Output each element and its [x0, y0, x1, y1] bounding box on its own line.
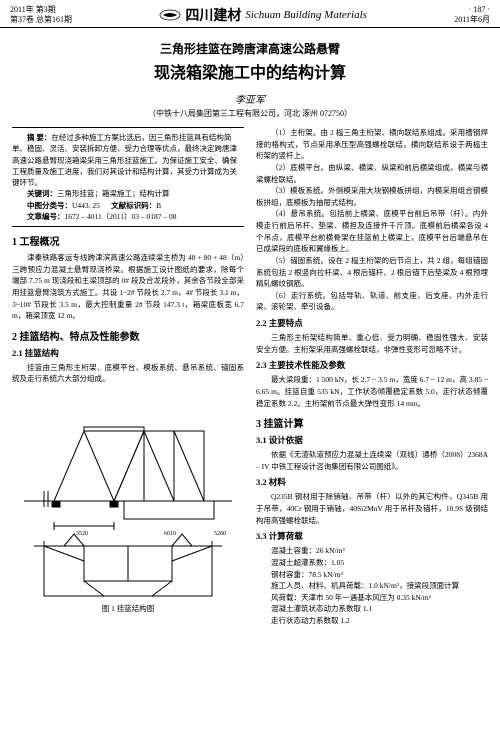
section-2-1-p: 挂篮由三角形主桁架、底模平台、模板系统、悬吊系统、锚固系统及走行系统六大部分组成… [12, 362, 244, 385]
load-5: 风荷载：天津市 50 年一遇基本风压为 0.35 kN/m² [256, 592, 488, 604]
author: 李亚军 [0, 91, 500, 106]
article-id-line: 文章编号：1672 – 4011（2011）03 – 0187 – 08 [12, 211, 244, 222]
right-column: （1）主桁架。由 2 榀三角主桁架、横向联结系组成。采用槽钢焊接的格构式，节点采… [256, 127, 488, 627]
subsection-2-2-heading: 2.2 主要特点 [256, 317, 488, 329]
clc-value: U443. 25 [72, 201, 100, 210]
article-id-value: 1672 – 4011（2011）03 – 0187 – 08 [65, 212, 177, 221]
keywords-label: 关键词： [27, 189, 57, 198]
page-number: · 187 · [454, 5, 490, 15]
section-3-1-p: 依据《无渣轨道预应力混凝土连续梁（双线）通桥（2008）2368A – IV 中… [256, 449, 488, 472]
item-4: （4）悬吊系统。包括前上横梁、底模平台前后吊带（杆）。内外模走行前后吊杆、垫梁、… [256, 208, 488, 255]
doc-code-value: B [156, 201, 161, 210]
abstract-block: 摘 要：在经过多种施工方案比选后，因三角形挂篮具有结构简单、稳固、灵活、安装拆卸… [12, 127, 244, 227]
header-date: 2011年6月 [454, 15, 490, 25]
figure-1-caption: 图 1 挂篮结构图 [12, 603, 244, 614]
load-3: 钢材容重：78.5 kN/m³ [256, 569, 488, 581]
volume: 第37卷 总第161期 [10, 15, 72, 25]
subsection-2-3-heading: 2.3 主要技术性能及参数 [256, 359, 488, 371]
header-right: · 187 · 2011年6月 [454, 5, 490, 24]
load-7: 走行状态动力系数取 1.2 [256, 615, 488, 627]
two-column-layout: 摘 要：在经过多种施工方案比选后，因三角形挂篮具有结构简单、稳固、灵活、安装拆卸… [0, 127, 500, 627]
figure-1: 3520 6010 5280 [12, 391, 244, 614]
section-2-2-p: 三角形主桁架结构简单、重心低、受力明确、稳固性强大、安装安全方便。主桁架采用高强… [256, 332, 488, 355]
item-3: （3）模板系统。外侧模采用大块钢模板拼组，内模采用组合钢模板拼组，底模板为抽屉式… [256, 185, 488, 208]
section-2-3-p: 最大梁段重：1 500 kN，长 2.7 ~ 3.5 m，宽度 6.7 ~ 12… [256, 374, 488, 409]
keywords-text: 三角形挂篮；箱梁施工；结构计算 [57, 189, 170, 198]
left-column: 摘 要：在经过多种施工方案比选后，因三角形挂篮具有结构简单、稳固、灵活、安装拆卸… [12, 127, 244, 627]
title-line2: 现浇箱梁施工中的结构计算 [0, 59, 500, 83]
doc-code-label: 文献标识码： [111, 201, 156, 210]
abstract-label: 摘 要： [27, 133, 51, 142]
title-line1: 三角形挂篮在跨唐津高速公路悬臂 [0, 40, 500, 57]
item-6: （6）走行系统。包括导轨、轨道、前支座、后支座、内外走行梁、滚轮架、牵引设备。 [256, 290, 488, 313]
abstract-text: 摘 要：在经过多种施工方案比选后，因三角形挂篮具有结构简单、稳固、灵活、安装拆卸… [12, 132, 244, 188]
subsection-3-3-heading: 3.3 计算荷载 [256, 530, 488, 542]
header-left: 2011年 第3期 第37卷 总第161期 [10, 5, 72, 24]
item-2: （2）底模平台。由纵梁、横梁、纵梁和前后横梁组成，横梁与横梁螺栓联结。 [256, 162, 488, 185]
subsection-2-1-heading: 2.1 挂篮结构 [12, 347, 244, 359]
load-2: 混凝土超灌系数：1.05 [256, 557, 488, 569]
svg-text:3520: 3520 [76, 531, 88, 537]
load-1: 混凝土容重：26 kN/m³ [256, 545, 488, 557]
section-3-2-p: Q235B 钢材用于除销轴、吊带（杆）以外的其它构件，Q345B 用于吊带，40… [256, 491, 488, 526]
year-issue: 2011年 第3期 [10, 5, 72, 15]
journal-name-cn: 四川建材 [185, 5, 241, 25]
article-id-label: 文章编号： [27, 212, 65, 221]
journal-logo-icon [159, 8, 181, 22]
page-header: 2011年 第3期 第37卷 总第161期 四川建材 Sichuan Build… [0, 0, 500, 28]
svg-text:5280: 5280 [214, 531, 226, 537]
item-1: （1）主桁架。由 2 榀三角主桁架、横向联结系组成。采用槽钢焊接的格构式，节点采… [256, 127, 488, 162]
figure-1-svg: 3520 6010 5280 [14, 391, 242, 601]
section-1-p1: 津秦铁路客运专线跨津滨高速公路连续梁主桥为 48 + 80 + 48（m）三跨预… [12, 252, 244, 322]
section-3-heading: 3 挂篮计算 [256, 415, 488, 430]
keywords-line: 关键词：三角形挂篮；箱梁施工；结构计算 [12, 188, 244, 199]
classification-line: 中图分类号：U443. 25 文献标识码：B [12, 200, 244, 211]
svg-text:6010: 6010 [164, 531, 176, 537]
section-2-heading: 2 挂篮结构、特点及性能参数 [12, 328, 244, 343]
journal-name-en: Sichuan Building Materials [245, 9, 367, 21]
item-5: （5）锚固系统。设在 2 榀主桁架的后节点上，共 2 组，每组锚固系统包括 2 … [256, 255, 488, 290]
subsection-3-1-heading: 3.1 设计依据 [256, 434, 488, 446]
load-4: 施工人员、材料、机具荷载：1.0 kN/m²，接梁段顶面计算 [256, 580, 488, 592]
title-block: 三角形挂篮在跨唐津高速公路悬臂 现浇箱梁施工中的结构计算 李亚军 （中铁十八局集… [0, 40, 500, 119]
section-1-heading: 1 工程概况 [12, 233, 244, 248]
load-6: 混凝土灌筑状态动力系数取 1.1 [256, 603, 488, 615]
affiliation: （中铁十八局集团第三工程有限公司，河北 涿州 072750） [0, 108, 500, 119]
clc-label: 中图分类号： [27, 201, 72, 210]
header-center: 四川建材 Sichuan Building Materials [159, 5, 367, 25]
subsection-3-2-heading: 3.2 材料 [256, 476, 488, 488]
